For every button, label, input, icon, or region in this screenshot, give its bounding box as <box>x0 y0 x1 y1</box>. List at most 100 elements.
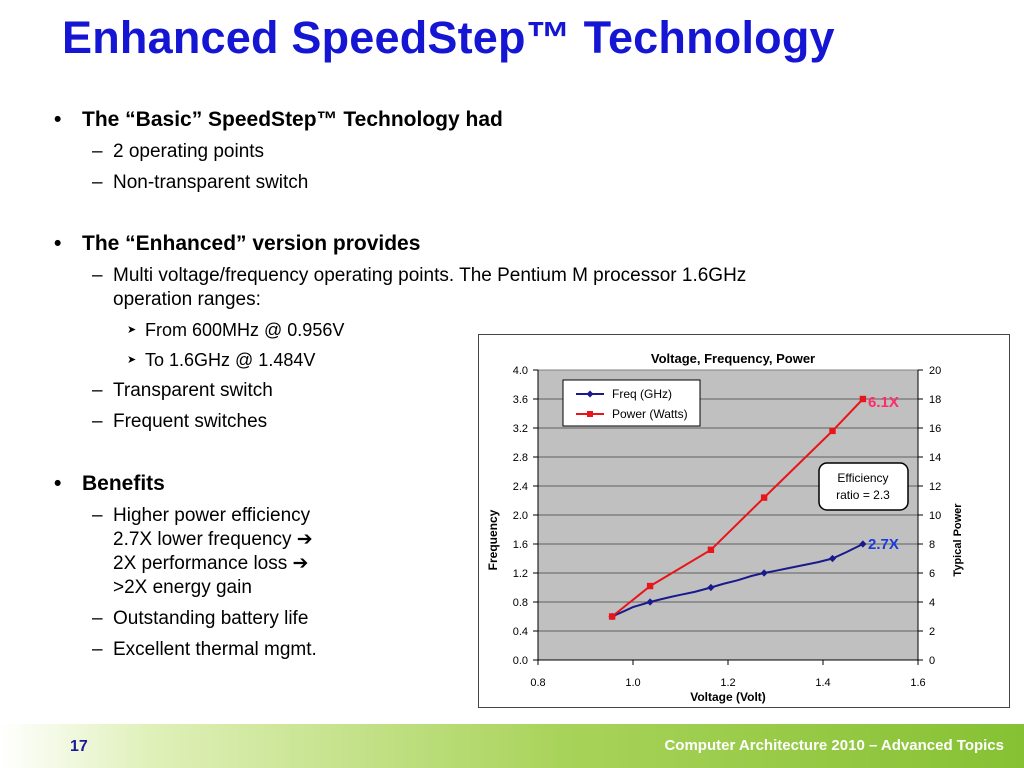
dash-marker: – <box>92 265 103 286</box>
y2-axis-label: Typical Power <box>952 503 964 577</box>
y-tick-label: 0.0 <box>513 655 528 667</box>
sub-bullet-text: 2.7X lower frequency <box>113 529 292 550</box>
chart-container: Voltage, Frequency, Power 0.0 0.4 0.8 1.2 1.… <box>478 334 1010 708</box>
annotation-power-ratio: 6.1X <box>868 394 899 411</box>
y-tick-label: 0.8 <box>513 597 528 609</box>
sub-bullet-line: 2.7X lower frequency ➔ <box>113 528 472 552</box>
sub-bullet: – 2 operating points <box>52 140 932 164</box>
sub-bullet: – Transparent switch <box>52 379 932 403</box>
dash-marker: – <box>92 608 103 629</box>
bullet-heading: The “Enhanced” version provides <box>52 232 932 256</box>
sub-sub-bullet: ➤ To 1.6GHz @ 1.484V <box>52 348 932 372</box>
y2-tick-label: 16 <box>929 423 941 435</box>
y2-tick-label: 20 <box>929 365 941 377</box>
y2-tick-label: 10 <box>929 510 941 522</box>
sub-bullet-line: 2X performance loss ➔ <box>113 552 472 576</box>
slide-title: Enhanced SpeedStep™ Technology <box>62 12 835 63</box>
sub-bullet: – Multi voltage/frequency operating poin… <box>52 264 932 312</box>
efficiency-callout: Efficiency ratio = 2.3 <box>818 462 909 511</box>
sub-bullet: – Excellent thermal mgmt. <box>52 638 472 662</box>
dash-marker: – <box>92 380 103 401</box>
arrow-marker-icon: ➤ <box>127 354 137 366</box>
x-axis-label: Voltage (Volt) <box>690 690 766 704</box>
power-series-line <box>611 398 864 618</box>
voltage-frequency-power-chart: Voltage, Frequency, Power 0.0 0.4 0.8 1.2 1.… <box>486 351 964 704</box>
y2-tick-label: 6 <box>929 568 935 580</box>
sub-sub-bullet-text: To 1.6GHz @ 1.484V <box>145 350 316 370</box>
y-tick-label: 4.0 <box>513 365 528 377</box>
x-tick-label: 1.2 <box>720 677 735 689</box>
freq-data-point <box>859 540 867 548</box>
y-tick-label: 2.8 <box>513 452 528 464</box>
sub-bullet-text: Multi voltage/frequency operating points… <box>113 265 747 286</box>
y-tick-label: 2.0 <box>513 510 528 522</box>
y-tick-label: 1.6 <box>513 539 528 551</box>
legend: Freq (GHz) Power (Watts) <box>562 379 701 427</box>
slide-number: 17 <box>70 738 88 755</box>
y-tick-label: 0.4 <box>513 626 528 638</box>
bullet-heading: The “Basic” SpeedStep™ Technology had <box>52 108 932 132</box>
y2-tick-label: 14 <box>929 452 941 464</box>
y2-tick-label: 0 <box>929 655 935 667</box>
sub-bullet-text: 2 operating points <box>113 141 265 162</box>
annotation-freq-ratio: 2.7X <box>868 536 899 553</box>
sub-bullet-text: Excellent thermal mgmt. <box>113 639 317 660</box>
sub-bullet-text: Non-transparent switch <box>113 172 309 193</box>
tick-labels: 0.0 0.4 0.8 1.2 1.6 2.0 2.4 2.8 3.2 3.6 4.0 0 2 4 6 8 10… <box>513 365 942 689</box>
sub-bullet-text: 2X performance loss <box>113 553 288 574</box>
dash-marker: – <box>92 141 103 162</box>
bullet-enhanced: The “Enhanced” version provides – Multi … <box>52 232 932 434</box>
dash-marker: – <box>92 505 103 526</box>
efficiency-callout-box <box>818 462 909 511</box>
right-arrow-icon: ➔ <box>296 529 313 550</box>
x-tick-label: 1.0 <box>625 677 640 689</box>
efficiency-value: ratio = 2.3 <box>836 488 890 502</box>
sub-bullet-text: >2X energy gain <box>113 577 252 598</box>
y-tick-label: 1.2 <box>513 568 528 580</box>
y-tick-label: 3.2 <box>513 423 528 435</box>
y-axis-label: Frequency <box>486 509 500 570</box>
sub-bullet: – Higher power efficiency 2.7X lower fre… <box>52 504 472 600</box>
right-arrow-icon: ➔ <box>292 553 309 574</box>
legend-box <box>562 379 701 427</box>
legend-label-power: Power (Watts) <box>612 407 688 421</box>
x-tick-label: 1.4 <box>815 677 830 689</box>
dash-marker: – <box>92 172 103 193</box>
legend-marker-power <box>587 411 593 417</box>
freq-data-point <box>760 569 768 577</box>
x-tick-label: 1.6 <box>910 677 925 689</box>
y2-tick-label: 8 <box>929 539 935 551</box>
bullet-benefits: Benefits – Higher power efficiency 2.7X … <box>52 472 472 662</box>
dash-marker: – <box>92 411 103 432</box>
dash-marker: – <box>92 639 103 660</box>
sub-sub-bullet-text: From 600MHz @ 0.956V <box>145 320 345 340</box>
sub-bullet-text: Transparent switch <box>113 380 273 401</box>
y2-tick-label: 12 <box>929 481 941 493</box>
power-data-point <box>760 494 768 501</box>
y2-tick-label: 2 <box>929 626 935 638</box>
power-data-point <box>646 582 654 590</box>
bullet-basic: The “Basic” SpeedStep™ Technology had – … <box>52 108 932 195</box>
y2-tick-label: 18 <box>929 394 941 406</box>
sub-bullet: – Non-transparent switch <box>52 171 932 195</box>
sub-bullet-text: Frequent switches <box>113 411 268 432</box>
legend-marker-freq <box>586 390 594 398</box>
power-data-point <box>608 613 616 620</box>
efficiency-label: Efficiency <box>837 471 888 485</box>
y-tick-label: 2.4 <box>513 481 528 493</box>
footer-bar: 17 Computer Architecture 2010 – Advanced… <box>0 724 1024 768</box>
legend-label-freq: Freq (GHz) <box>612 387 672 401</box>
footer-text: Computer Architecture 2010 – Advanced To… <box>664 737 1004 754</box>
sub-bullet-text: Higher power efficiency <box>113 505 311 526</box>
arrow-marker-icon: ➤ <box>127 324 137 336</box>
chart-title: Voltage, Frequency, Power <box>651 351 815 366</box>
sub-bullet: – Outstanding battery life <box>52 607 472 631</box>
sub-bullet: – Frequent switches <box>52 410 932 434</box>
sub-sub-bullet: ➤ From 600MHz @ 0.956V <box>52 318 932 342</box>
power-data-point <box>859 395 867 403</box>
power-data-point <box>829 427 836 435</box>
sub-bullet-text: Outstanding battery life <box>113 608 309 629</box>
power-data-point <box>707 546 715 553</box>
y2-tick-label: 4 <box>929 597 935 609</box>
y-tick-label: 3.6 <box>513 394 528 406</box>
